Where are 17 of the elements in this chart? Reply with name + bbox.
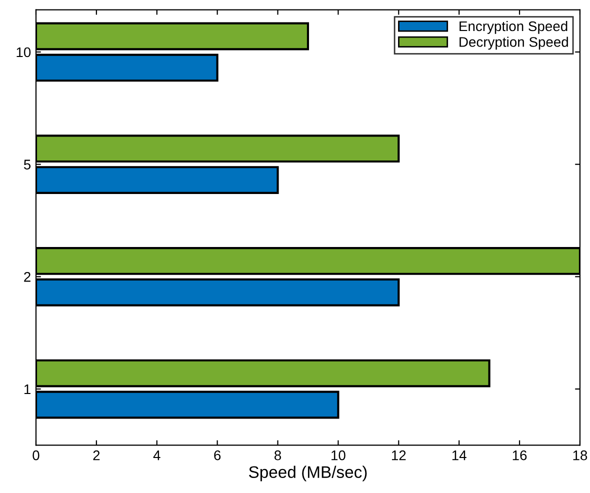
x-tick-label: 10 xyxy=(332,450,346,460)
x-tick-label: 16 xyxy=(512,450,527,460)
x-tick-label: 8 xyxy=(274,450,282,460)
x-tick-label: 12 xyxy=(392,450,406,460)
legend-label: Encryption Speed xyxy=(460,20,568,34)
x-axis-title: Speed (MB/sec) xyxy=(248,466,367,482)
x-tick-label: 18 xyxy=(573,450,588,460)
x-tick-label: 2 xyxy=(93,450,100,460)
y-tick-label: 2 xyxy=(24,272,30,282)
x-tick-label: 14 xyxy=(452,450,466,460)
x-tick-label: 0 xyxy=(32,450,40,460)
x-tick-label: 4 xyxy=(153,450,160,460)
legend-label: Decryption Speed xyxy=(460,36,568,50)
y-tick-label: 5 xyxy=(24,160,31,170)
x-tick-label: 6 xyxy=(214,450,221,460)
y-tick-label: 10 xyxy=(16,47,31,58)
y-tick-label: 1 xyxy=(24,384,30,394)
